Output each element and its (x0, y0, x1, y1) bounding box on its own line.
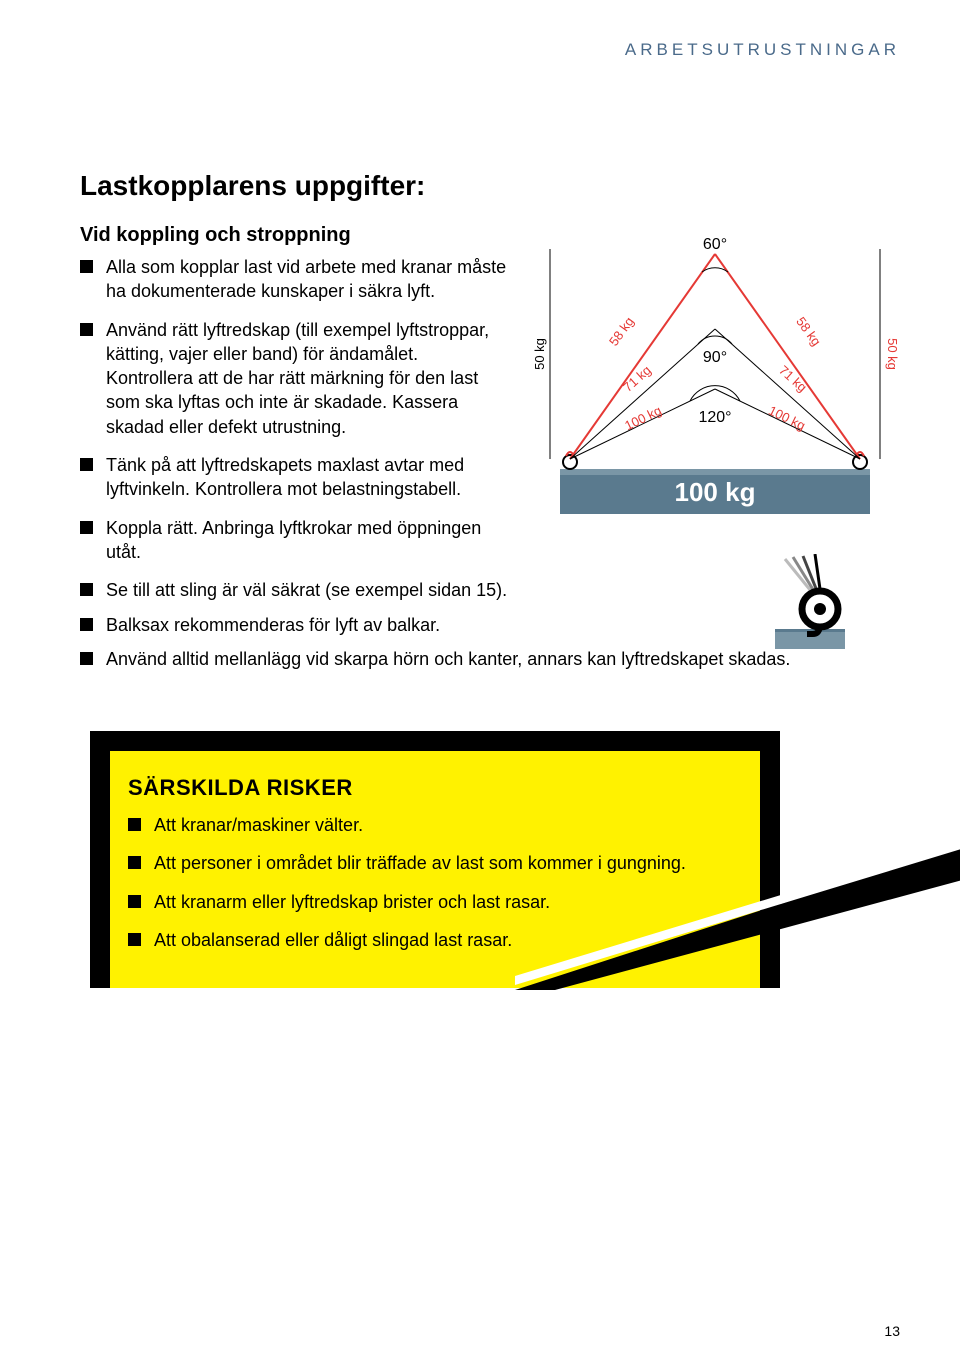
sling-60-left (570, 254, 715, 459)
angle-60: 60° (703, 236, 727, 253)
label-50kg-right: 50 kg (885, 338, 900, 370)
angle-90: 90° (703, 349, 727, 366)
sling-90-left (570, 329, 715, 459)
right-column: 100 kg 50 kg 50 kg 60° 58 (530, 224, 900, 578)
list-item: Se till att sling är väl säkrat (se exem… (80, 578, 900, 602)
section-header: ARBETSUTRUSTNINGAR (80, 40, 900, 60)
list-item: Tänk på att lyftredskapets maxlast avtar… (80, 453, 510, 502)
load-block-top (560, 469, 870, 475)
left-column: Vid koppling och stroppning Alla som kop… (80, 224, 510, 578)
main-content: Lastkopplarens uppgifter: Vid koppling o… (80, 170, 900, 988)
risk-list: Att kranar/maskiner välter. Att personer… (128, 813, 742, 952)
list-item: Att personer i området blir träffade av … (128, 851, 742, 875)
hook-icon (765, 554, 855, 654)
list-item: Använd rätt lyftredskap (till exempel ly… (80, 318, 510, 439)
sling-angle-diagram: 100 kg 50 kg 50 kg 60° 58 (530, 234, 900, 534)
page-number: 13 (884, 1323, 900, 1339)
kg-58-right: 58 kg (793, 314, 824, 349)
list-item: Balksax rekommenderas för lyft av balkar… (80, 613, 900, 637)
arc-120 (690, 386, 740, 401)
list-item: Koppla rätt. Anbringa lyftkrokar med öpp… (80, 516, 510, 565)
kg-58-left: 58 kg (606, 314, 637, 349)
kg-71-right: 71 kg (776, 362, 810, 394)
risk-box-inner: SÄRSKILDA RISKER Att kranar/maskiner väl… (110, 751, 760, 988)
page: ARBETSUTRUSTNINGAR Lastkopplarens uppgif… (0, 0, 960, 1367)
kg-71-left: 71 kg (620, 362, 654, 394)
list-item: Att kranar/maskiner välter. (128, 813, 742, 837)
risk-box: SÄRSKILDA RISKER Att kranar/maskiner väl… (90, 731, 780, 988)
sling-90-right (715, 329, 860, 459)
angle-120: 120° (698, 409, 731, 426)
list-item: Använd alltid mellanlägg vid skarpa hörn… (80, 647, 900, 671)
bullet-list-full: Se till att sling är väl säkrat (se exem… (80, 578, 900, 671)
two-column: Vid koppling och stroppning Alla som kop… (80, 224, 900, 578)
list-item: Att kranarm eller lyftredskap brister oc… (128, 890, 742, 914)
bullet-list-left: Alla som kopplar last vid arbete med kra… (80, 255, 510, 564)
label-50kg-left: 50 kg (532, 338, 547, 370)
list-item: Alla som kopplar last vid arbete med kra… (80, 255, 510, 304)
full-width-list: Se till att sling är väl säkrat (se exem… (80, 578, 900, 671)
list-item: Att obalanserad eller dåligt slingad las… (128, 928, 742, 952)
page-title: Lastkopplarens uppgifter: (80, 170, 900, 202)
risks-title: SÄRSKILDA RISKER (128, 775, 742, 801)
subtitle: Vid koppling och stroppning (80, 224, 510, 247)
sling-60-right (715, 254, 860, 459)
load-label: 100 kg (675, 477, 756, 507)
